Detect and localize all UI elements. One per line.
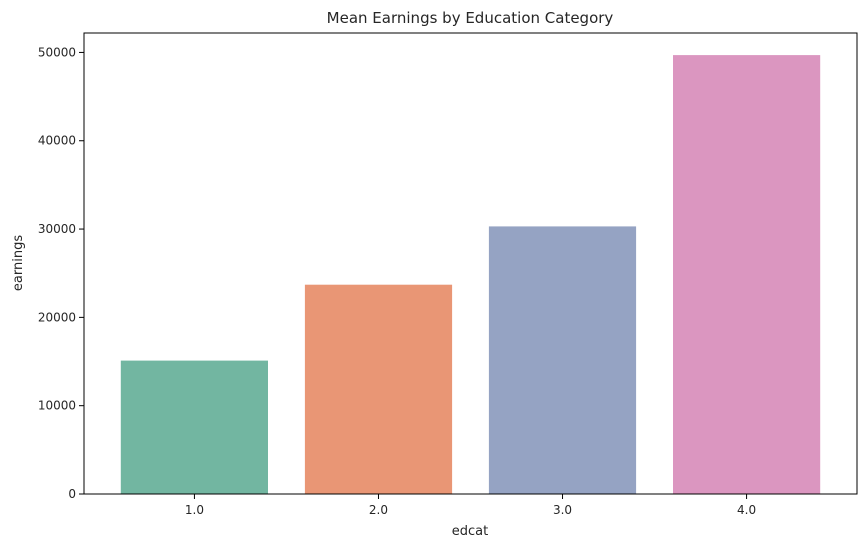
plot-area	[83, 32, 858, 495]
x-axis: 1.0 2.0 3.0 4.0	[185, 494, 756, 517]
plot-frame	[83, 32, 858, 495]
x-tick-label: 3.0	[553, 503, 572, 517]
y-tick-label: 50000	[38, 45, 76, 59]
bar-4.0	[673, 55, 821, 494]
chart-title: Mean Earnings by Education Category	[327, 9, 614, 27]
bar-1.0	[120, 360, 268, 494]
y-axis-title: earnings	[11, 235, 26, 291]
x-axis-title: edcat	[452, 524, 488, 539]
y-tick-label: 20000	[38, 310, 76, 324]
y-tick-label: 30000	[38, 222, 76, 236]
y-tick-label: 0	[68, 487, 76, 501]
y-tick-label: 10000	[38, 399, 76, 413]
y-tick-label: 40000	[38, 134, 76, 148]
bar-2.0	[304, 284, 453, 494]
x-tick-label: 4.0	[737, 503, 756, 517]
x-tick-label: 2.0	[369, 503, 388, 517]
bars	[120, 55, 821, 494]
y-axis: 0 10000 20000 30000 40000 50000	[38, 45, 84, 501]
bar-3.0	[488, 226, 637, 494]
x-tick-label: 1.0	[185, 503, 204, 517]
